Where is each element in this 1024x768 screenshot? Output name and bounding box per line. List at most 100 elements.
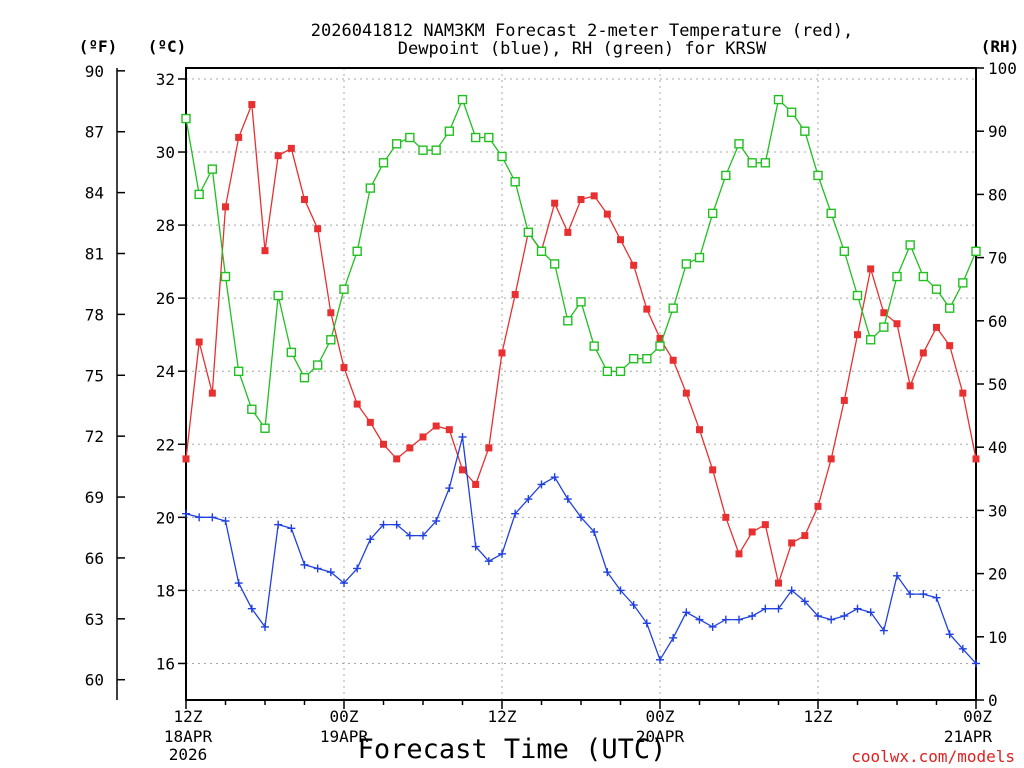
rh-tick-label: 100 bbox=[988, 59, 1017, 78]
temperature-point bbox=[261, 247, 269, 255]
time-tick-label: 00Z bbox=[330, 707, 359, 726]
dewpoint-point bbox=[458, 432, 467, 441]
rh-point bbox=[721, 170, 731, 181]
rh-point bbox=[707, 208, 718, 219]
rh-point bbox=[352, 246, 362, 256]
rh-point bbox=[879, 322, 889, 332]
rh-point bbox=[865, 335, 876, 345]
dewpoint-point bbox=[669, 633, 678, 642]
rh-point bbox=[233, 366, 244, 377]
dewpoint-point bbox=[682, 608, 691, 617]
celsius-tick-label: 26 bbox=[156, 289, 175, 308]
rh-point bbox=[773, 94, 784, 105]
dewpoint-point bbox=[814, 611, 822, 620]
temperature-point bbox=[459, 466, 466, 474]
temperature-point bbox=[564, 228, 572, 236]
time-tick-label: 00Z bbox=[963, 707, 992, 726]
celsius-tick-label: 24 bbox=[156, 362, 175, 381]
temperature-point bbox=[827, 455, 835, 463]
rh-point bbox=[800, 126, 810, 136]
dewpoint-point bbox=[577, 513, 585, 522]
dewpoint-point bbox=[484, 557, 493, 566]
dewpoint-point bbox=[287, 524, 296, 533]
fahrenheit-axis: 60 63 66 69 72 75 78 81 84 87 90 bbox=[85, 62, 125, 700]
rh-point bbox=[444, 126, 455, 136]
fahrenheit-tick-label: 90 bbox=[85, 62, 104, 81]
dewpoint-point bbox=[958, 644, 967, 653]
rh-point bbox=[299, 372, 310, 383]
dewpoint-point bbox=[629, 601, 638, 610]
rh-point bbox=[273, 290, 283, 301]
temperature-point bbox=[445, 426, 453, 434]
rh-point bbox=[510, 177, 520, 187]
temperature-point bbox=[590, 192, 598, 200]
rh-tick-label: 10 bbox=[988, 628, 1007, 647]
temperature-point bbox=[340, 364, 348, 372]
temperature-point bbox=[551, 199, 559, 207]
rh-point bbox=[286, 347, 297, 358]
temperature-point bbox=[656, 334, 664, 342]
chart-title-line2: Dewpoint (blue), RH (green) for KRSW bbox=[398, 39, 767, 59]
celsius-axis: 16 18 20 22 24 26 28 30 32 bbox=[156, 70, 186, 673]
rh-point bbox=[602, 366, 613, 377]
dewpoint-point bbox=[182, 509, 190, 518]
rh-point bbox=[181, 113, 191, 124]
temperature-point bbox=[498, 349, 506, 357]
temperature-point bbox=[406, 444, 414, 452]
rh-point bbox=[418, 145, 428, 155]
rh-point bbox=[786, 107, 797, 117]
series-rh bbox=[181, 94, 981, 433]
rh-point bbox=[971, 246, 981, 256]
rh-point bbox=[247, 404, 257, 414]
dewpoint-point bbox=[840, 611, 849, 620]
temperature-point bbox=[617, 236, 624, 244]
temperature-point bbox=[880, 309, 888, 317]
rh-unit-label: (RH) bbox=[981, 37, 1020, 56]
celsius-tick-label: 22 bbox=[156, 435, 175, 454]
dewpoint-point bbox=[932, 593, 941, 602]
time-tick-label: 12Z bbox=[174, 707, 203, 726]
dewpoint-point bbox=[774, 604, 783, 613]
temperature-point bbox=[353, 400, 361, 408]
dewpoint-point bbox=[274, 520, 283, 529]
rh-point bbox=[457, 94, 468, 105]
temperature-point bbox=[761, 521, 769, 529]
dewpoint-point bbox=[866, 608, 875, 617]
temperature-point bbox=[867, 265, 875, 273]
rh-point bbox=[826, 208, 836, 219]
rh-axis: 0 10 20 30 40 50 60 70 80 90 100 bbox=[976, 59, 1017, 710]
temperature-point bbox=[775, 579, 782, 587]
rh-point bbox=[760, 158, 771, 168]
temperature-point bbox=[933, 323, 940, 331]
temperature-point bbox=[274, 152, 282, 160]
dewpoint-point bbox=[853, 604, 862, 613]
temperature-point bbox=[919, 349, 927, 357]
fahrenheit-tick-label: 78 bbox=[85, 305, 104, 324]
temperature-point bbox=[393, 455, 401, 463]
rh-point bbox=[549, 259, 560, 269]
time-tick-date: 21APR bbox=[944, 727, 993, 746]
dewpoint-point bbox=[353, 564, 362, 573]
rh-point bbox=[681, 259, 692, 269]
dewpoint-point bbox=[405, 531, 414, 540]
temperature-point bbox=[314, 225, 322, 233]
rh-tick-label: 50 bbox=[988, 375, 1007, 394]
dewpoint-point bbox=[511, 509, 520, 518]
dewpoint-point bbox=[550, 473, 559, 482]
temperature-point bbox=[854, 331, 861, 339]
dewpoint-point bbox=[247, 604, 256, 613]
rh-point bbox=[931, 284, 942, 294]
dewpoint-point bbox=[498, 549, 506, 558]
rh-point bbox=[484, 132, 494, 143]
rh-point bbox=[905, 240, 915, 250]
dewpoint-point bbox=[616, 586, 625, 595]
dewpoint-point bbox=[471, 542, 480, 551]
temperature-point bbox=[472, 480, 480, 488]
dewpoint-point bbox=[879, 626, 888, 635]
temperature-point bbox=[788, 539, 796, 547]
rh-point bbox=[839, 246, 850, 256]
rh-point bbox=[536, 246, 547, 256]
temperature-point bbox=[814, 502, 822, 510]
